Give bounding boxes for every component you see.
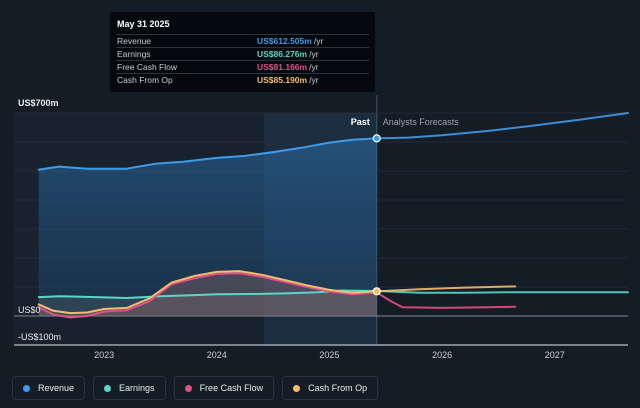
tooltip-unit: /yr — [309, 62, 319, 72]
earnings-line-forecast — [375, 290, 629, 294]
x-tick-label: 2025 — [319, 350, 339, 360]
legend-label: Earnings — [119, 383, 155, 393]
tooltip-unit: /yr — [313, 36, 324, 46]
legend-dot-icon — [23, 384, 30, 392]
legend-label: Revenue — [38, 383, 75, 393]
earnings-line-past — [37, 289, 378, 299]
tooltip-row-revenue: Revenue US$612.505m /yr — [116, 34, 369, 47]
chart-legend: Revenue Earnings Free Cash Flow Cash Fro… — [12, 376, 379, 400]
tooltip-row-free-cash-flow: Free Cash Flow US$81.166m /yr — [116, 60, 369, 73]
past-label: Past — [351, 117, 370, 127]
legend-label: Cash From Op — [308, 383, 368, 393]
tooltip-label: Revenue — [117, 36, 152, 46]
tooltip-unit: /yr — [309, 75, 319, 85]
x-tick-label: 2027 — [545, 350, 565, 360]
tooltip-value: US$612.505m — [257, 36, 312, 46]
free-cash-flow-line-past — [37, 272, 378, 319]
x-tick-label: 2024 — [207, 350, 227, 360]
legend-item-earnings[interactable]: Earnings — [93, 376, 166, 400]
tooltip-value: US$85.190m — [257, 75, 308, 85]
revenue-line-past — [37, 137, 378, 171]
legend-label: Free Cash Flow — [199, 383, 264, 393]
tooltip-unit: /yr — [309, 49, 319, 59]
forecast-label: Analysts Forecasts — [383, 117, 460, 127]
tooltip-label: Earnings — [117, 49, 151, 59]
x-tick-label: 2023 — [94, 350, 114, 360]
y-tick-label: -US$100m — [18, 332, 61, 342]
cash-from-op-line-forecast — [375, 285, 517, 293]
legend-item-revenue[interactable]: Revenue — [12, 376, 86, 400]
legend-dot-icon — [104, 384, 112, 392]
tooltip-row-earnings: Earnings US$86.276m /yr — [116, 47, 369, 60]
y-tick-label: US$0 — [18, 305, 41, 315]
tooltip-row-cash-from-op: Cash From Op US$85.190m /yr — [116, 73, 369, 86]
legend-dot-icon — [184, 384, 192, 392]
legend-dot-icon — [293, 384, 301, 392]
y-tick-label: US$700m — [18, 98, 59, 108]
revenue-line-forecast — [375, 112, 629, 140]
cash-from-op-line-past — [37, 270, 378, 315]
tooltip-label: Cash From Op — [117, 75, 173, 85]
cash-from-op-marker — [372, 287, 381, 296]
tooltip-value: US$86.276m — [257, 49, 308, 59]
tooltip-date: May 31 2025 — [117, 19, 170, 29]
tooltip-value: US$81.166m — [257, 62, 308, 72]
chart-tooltip: May 31 2025 Revenue US$612.505m /yr Earn… — [110, 12, 375, 92]
x-tick-label: 2026 — [432, 350, 452, 360]
free-cash-flow-line-forecast — [375, 291, 517, 309]
revenue-area — [38, 138, 377, 316]
legend-item-cash-from-op[interactable]: Cash From Op — [282, 376, 379, 400]
tooltip-label: Free Cash Flow — [117, 62, 177, 72]
revenue-marker — [372, 134, 381, 143]
legend-item-free-cash-flow[interactable]: Free Cash Flow — [173, 376, 275, 400]
